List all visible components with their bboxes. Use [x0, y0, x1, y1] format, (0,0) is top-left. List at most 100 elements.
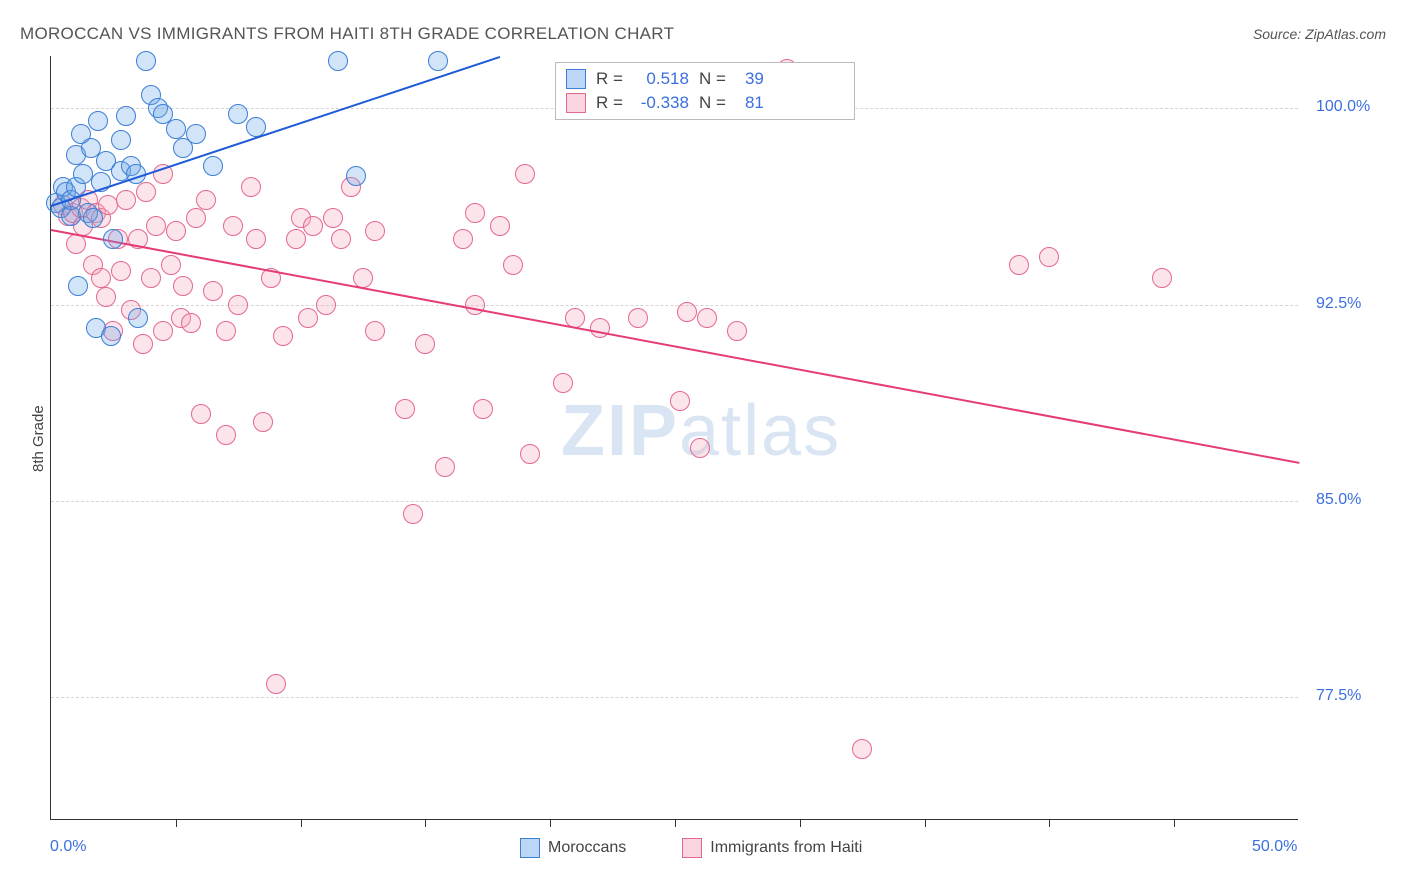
scatter-point-haiti: [111, 261, 131, 281]
bottom-legend: Moroccans Immigrants from Haiti: [520, 838, 862, 858]
scatter-point-haiti: [465, 203, 485, 223]
r-value-haiti: -0.338: [633, 93, 689, 113]
scatter-plot-area: ZIPatlas: [50, 56, 1298, 820]
scatter-point-moroccans: [228, 104, 248, 124]
x-tick-label: 50.0%: [1252, 838, 1297, 856]
scatter-point-haiti: [146, 216, 166, 236]
scatter-point-haiti: [196, 190, 216, 210]
scatter-point-haiti: [473, 399, 493, 419]
scatter-point-haiti: [628, 308, 648, 328]
legend-swatch-moroccans: [520, 838, 540, 858]
scatter-point-haiti: [1152, 268, 1172, 288]
scatter-point-haiti: [690, 438, 710, 458]
x-tick: [550, 819, 551, 827]
scatter-point-haiti: [153, 321, 173, 341]
scatter-point-haiti: [166, 221, 186, 241]
scatter-point-haiti: [216, 425, 236, 445]
scatter-point-haiti: [503, 255, 523, 275]
scatter-point-haiti: [66, 234, 86, 254]
scatter-point-haiti: [323, 208, 343, 228]
gridline: [51, 697, 1298, 698]
x-tick: [800, 819, 801, 827]
scatter-point-haiti: [1009, 255, 1029, 275]
scatter-point-moroccans: [116, 106, 136, 126]
legend-swatch-moroccans: [566, 69, 586, 89]
scatter-point-haiti: [203, 281, 223, 301]
scatter-point-haiti: [161, 255, 181, 275]
source-attribution: Source: ZipAtlas.com: [1253, 26, 1386, 42]
stats-row-haiti: R = -0.338 N = 81: [566, 93, 844, 113]
scatter-point-moroccans: [68, 276, 88, 296]
scatter-point-haiti: [303, 216, 323, 236]
scatter-point-haiti: [365, 321, 385, 341]
legend-swatch-haiti: [682, 838, 702, 858]
scatter-point-moroccans: [186, 124, 206, 144]
scatter-point-haiti: [727, 321, 747, 341]
scatter-point-haiti: [228, 295, 248, 315]
x-tick: [1174, 819, 1175, 827]
x-tick: [925, 819, 926, 827]
scatter-point-haiti: [141, 268, 161, 288]
scatter-point-haiti: [136, 182, 156, 202]
trendline-haiti: [51, 229, 1299, 464]
scatter-point-moroccans: [83, 208, 103, 228]
y-tick-label: 77.5%: [1316, 687, 1361, 705]
scatter-point-moroccans: [136, 51, 156, 71]
scatter-point-moroccans: [101, 326, 121, 346]
scatter-point-haiti: [246, 229, 266, 249]
scatter-point-moroccans: [128, 308, 148, 328]
scatter-point-haiti: [590, 318, 610, 338]
scatter-point-haiti: [331, 229, 351, 249]
n-value-haiti: 81: [736, 93, 764, 113]
y-tick-label: 85.0%: [1316, 491, 1361, 509]
x-tick: [1049, 819, 1050, 827]
scatter-point-haiti: [852, 739, 872, 759]
scatter-point-haiti: [670, 391, 690, 411]
watermark-bold: ZIP: [561, 391, 679, 471]
scatter-point-moroccans: [346, 166, 366, 186]
legend-label-moroccans: Moroccans: [548, 839, 626, 857]
scatter-point-haiti: [286, 229, 306, 249]
scatter-point-haiti: [697, 308, 717, 328]
scatter-point-moroccans: [328, 51, 348, 71]
watermark-light: atlas: [679, 391, 841, 471]
scatter-point-haiti: [677, 302, 697, 322]
y-tick-label: 92.5%: [1316, 295, 1361, 313]
x-tick: [176, 819, 177, 827]
scatter-point-haiti: [241, 177, 261, 197]
x-tick-label: 0.0%: [50, 838, 86, 856]
scatter-point-haiti: [316, 295, 336, 315]
y-tick-label: 100.0%: [1316, 98, 1370, 116]
legend-label-haiti: Immigrants from Haiti: [710, 839, 862, 857]
scatter-point-haiti: [298, 308, 318, 328]
r-label: R =: [596, 69, 623, 89]
scatter-point-haiti: [273, 326, 293, 346]
scatter-point-haiti: [191, 404, 211, 424]
correlation-stats-box: R = 0.518 N = 39 R = -0.338 N = 81: [555, 62, 855, 120]
scatter-point-haiti: [365, 221, 385, 241]
y-axis-title: 8th Grade: [30, 405, 47, 472]
scatter-point-moroccans: [88, 111, 108, 131]
gridline: [51, 501, 1298, 502]
x-tick: [425, 819, 426, 827]
scatter-point-haiti: [216, 321, 236, 341]
n-value-moroccans: 39: [736, 69, 764, 89]
scatter-point-haiti: [435, 457, 455, 477]
scatter-point-moroccans: [111, 130, 131, 150]
n-label: N =: [699, 69, 726, 89]
scatter-point-haiti: [515, 164, 535, 184]
scatter-point-haiti: [520, 444, 540, 464]
r-value-moroccans: 0.518: [633, 69, 689, 89]
scatter-point-moroccans: [428, 51, 448, 71]
scatter-point-haiti: [453, 229, 473, 249]
scatter-point-haiti: [116, 190, 136, 210]
legend-swatch-haiti: [566, 93, 586, 113]
stats-row-moroccans: R = 0.518 N = 39: [566, 69, 844, 89]
scatter-point-haiti: [173, 276, 193, 296]
scatter-point-haiti: [490, 216, 510, 236]
scatter-point-moroccans: [203, 156, 223, 176]
scatter-point-haiti: [395, 399, 415, 419]
scatter-point-haiti: [181, 313, 201, 333]
watermark: ZIPatlas: [561, 390, 841, 472]
scatter-point-haiti: [1039, 247, 1059, 267]
